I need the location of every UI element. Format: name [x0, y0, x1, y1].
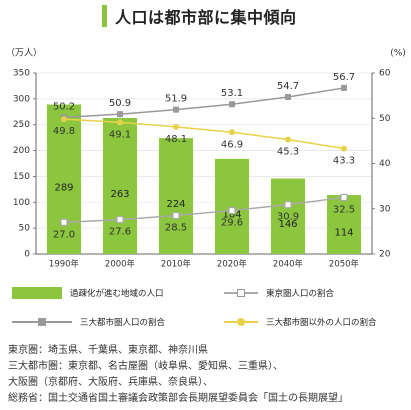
title-accent-bar: [102, 5, 107, 27]
legend-label-other: 三大都市圏以外の人口の割合: [266, 318, 377, 328]
bar-value-label: 263: [110, 189, 129, 200]
left-axis-unit: （万人）: [6, 48, 42, 59]
x-tick-label: 2000年: [105, 259, 136, 270]
x-tick-label: 2040年: [273, 259, 304, 270]
data-point: [172, 211, 180, 220]
footnotes: 東京圏：埼玉県、千葉県、東京都、神奈川県 三大都市圏：東京都、名古屋圏（岐阜県、…: [8, 343, 348, 407]
legend-item-other: 三大都市圏以外の人口の割合: [224, 316, 377, 328]
bar-value-label: 289: [54, 182, 73, 193]
data-point: [228, 206, 236, 215]
data-point: [341, 145, 347, 152]
data-point: [60, 218, 68, 226]
left-tick-label: 300: [13, 94, 30, 104]
right-tick-label: 20: [379, 250, 391, 260]
data-label: 32.5: [333, 204, 355, 215]
data-label: 46.9: [221, 139, 243, 150]
title-block: 人口は都市部に集中傾向: [102, 5, 297, 27]
note-line: 大阪圏（京都府、大阪府、兵庫県、奈良県）、: [8, 377, 213, 388]
data-label: 48.1: [165, 134, 187, 145]
data-label: 50.2: [53, 101, 75, 112]
x-tick-label: 2010年: [161, 259, 192, 270]
data-label: 27.6: [109, 227, 131, 238]
right-tick-label: 50: [379, 114, 391, 124]
legend-swatch-bar: [12, 287, 62, 299]
legend-swatch-three: [12, 317, 72, 327]
right-tick-label: 30: [379, 204, 391, 214]
bar: [103, 117, 137, 255]
note-line: 東京圏：埼玉県、千葉県、東京都、神奈川県: [8, 345, 208, 356]
data-label: 50.9: [109, 98, 131, 109]
left-tick-label: 250: [13, 120, 30, 130]
x-tick-label: 1990年: [49, 259, 80, 270]
left-tick-label: 100: [13, 198, 30, 208]
bar: [271, 178, 305, 254]
data-label: 53.1: [221, 88, 243, 99]
bar-value-label: 224: [166, 199, 185, 210]
legend-item-bar: 過疎化が進む地域の人口: [12, 287, 164, 299]
bar: [327, 195, 361, 254]
data-point: [340, 193, 348, 202]
legend-label-three: 三大都市圏人口の割合: [80, 318, 166, 328]
series-line: [63, 196, 345, 224]
legend-label-tokyo: 東京圏人口の割合: [266, 289, 335, 299]
data-label: 43.3: [333, 156, 355, 167]
data-point: [116, 216, 124, 224]
data-label: 29.6: [221, 218, 243, 229]
left-tick-label: 50: [19, 224, 31, 234]
data-point: [61, 116, 67, 123]
legend-item-three: 三大都市圏人口の割合: [12, 316, 165, 328]
left-tick-label: 0: [24, 250, 30, 260]
data-label: 49.8: [53, 126, 75, 137]
population-chart: （万人） (%) 0 50 100 150 200 250 300 350 20 30 40 50 60 28…: [6, 48, 406, 270]
page-title: 人口は都市部に集中傾向: [115, 8, 297, 27]
data-label: 28.5: [165, 223, 187, 234]
data-label: 30.9: [277, 212, 299, 223]
bar: [215, 158, 249, 254]
data-point: [173, 123, 179, 130]
legend-label-bar: 過疎化が進む地域の人口: [70, 289, 164, 299]
bar-value-label: 114: [334, 228, 353, 239]
data-label: 45.3: [277, 147, 299, 158]
data-point: [117, 111, 123, 118]
series-line: [63, 87, 345, 119]
data-label: 56.7: [333, 72, 355, 83]
note-line: 三大都市圏：東京都、名古屋圏（岐阜県、愛知県、三重県）、: [8, 361, 283, 372]
legend-item-tokyo: 東京圏人口の割合: [224, 287, 334, 299]
right-tick-label: 60: [379, 69, 391, 79]
bar: [159, 138, 193, 254]
legend-swatch-other: [224, 317, 258, 327]
note-line: 総務省：国土交通省国土審議会政策部会長期展望委員会「国土の長期展望」: [8, 393, 348, 404]
data-point: [285, 136, 291, 143]
left-tick-label: 200: [13, 146, 30, 156]
data-point: [229, 101, 235, 108]
bar-value-label: 184: [222, 209, 241, 220]
left-tick-label: 150: [13, 172, 30, 182]
data-point: [285, 93, 291, 100]
legend: 過疎化が進む地域の人口 東京圏人口の割合 三大都市圏人口の割合 三大都市圏以外の…: [0, 283, 411, 333]
data-point: [284, 201, 292, 209]
series-line: [63, 118, 345, 150]
data-label: 54.7: [277, 81, 299, 92]
data-point: [229, 129, 235, 136]
bar: [47, 104, 81, 254]
data-label: 49.1: [109, 129, 131, 140]
data-point: [341, 84, 347, 91]
data-point: [173, 106, 179, 113]
x-tick-label: 2020年: [217, 259, 248, 270]
x-tick-label: 2050年: [329, 259, 360, 270]
left-tick-label: 350: [13, 69, 30, 79]
data-point: [117, 119, 123, 126]
right-tick-label: 40: [379, 159, 391, 169]
data-label: 27.0: [53, 229, 75, 240]
legend-swatch-tokyo: [224, 288, 258, 298]
bar-value-label: 146: [278, 219, 297, 230]
data-label: 51.9: [165, 94, 187, 105]
right-axis-unit: (%): [390, 49, 406, 59]
